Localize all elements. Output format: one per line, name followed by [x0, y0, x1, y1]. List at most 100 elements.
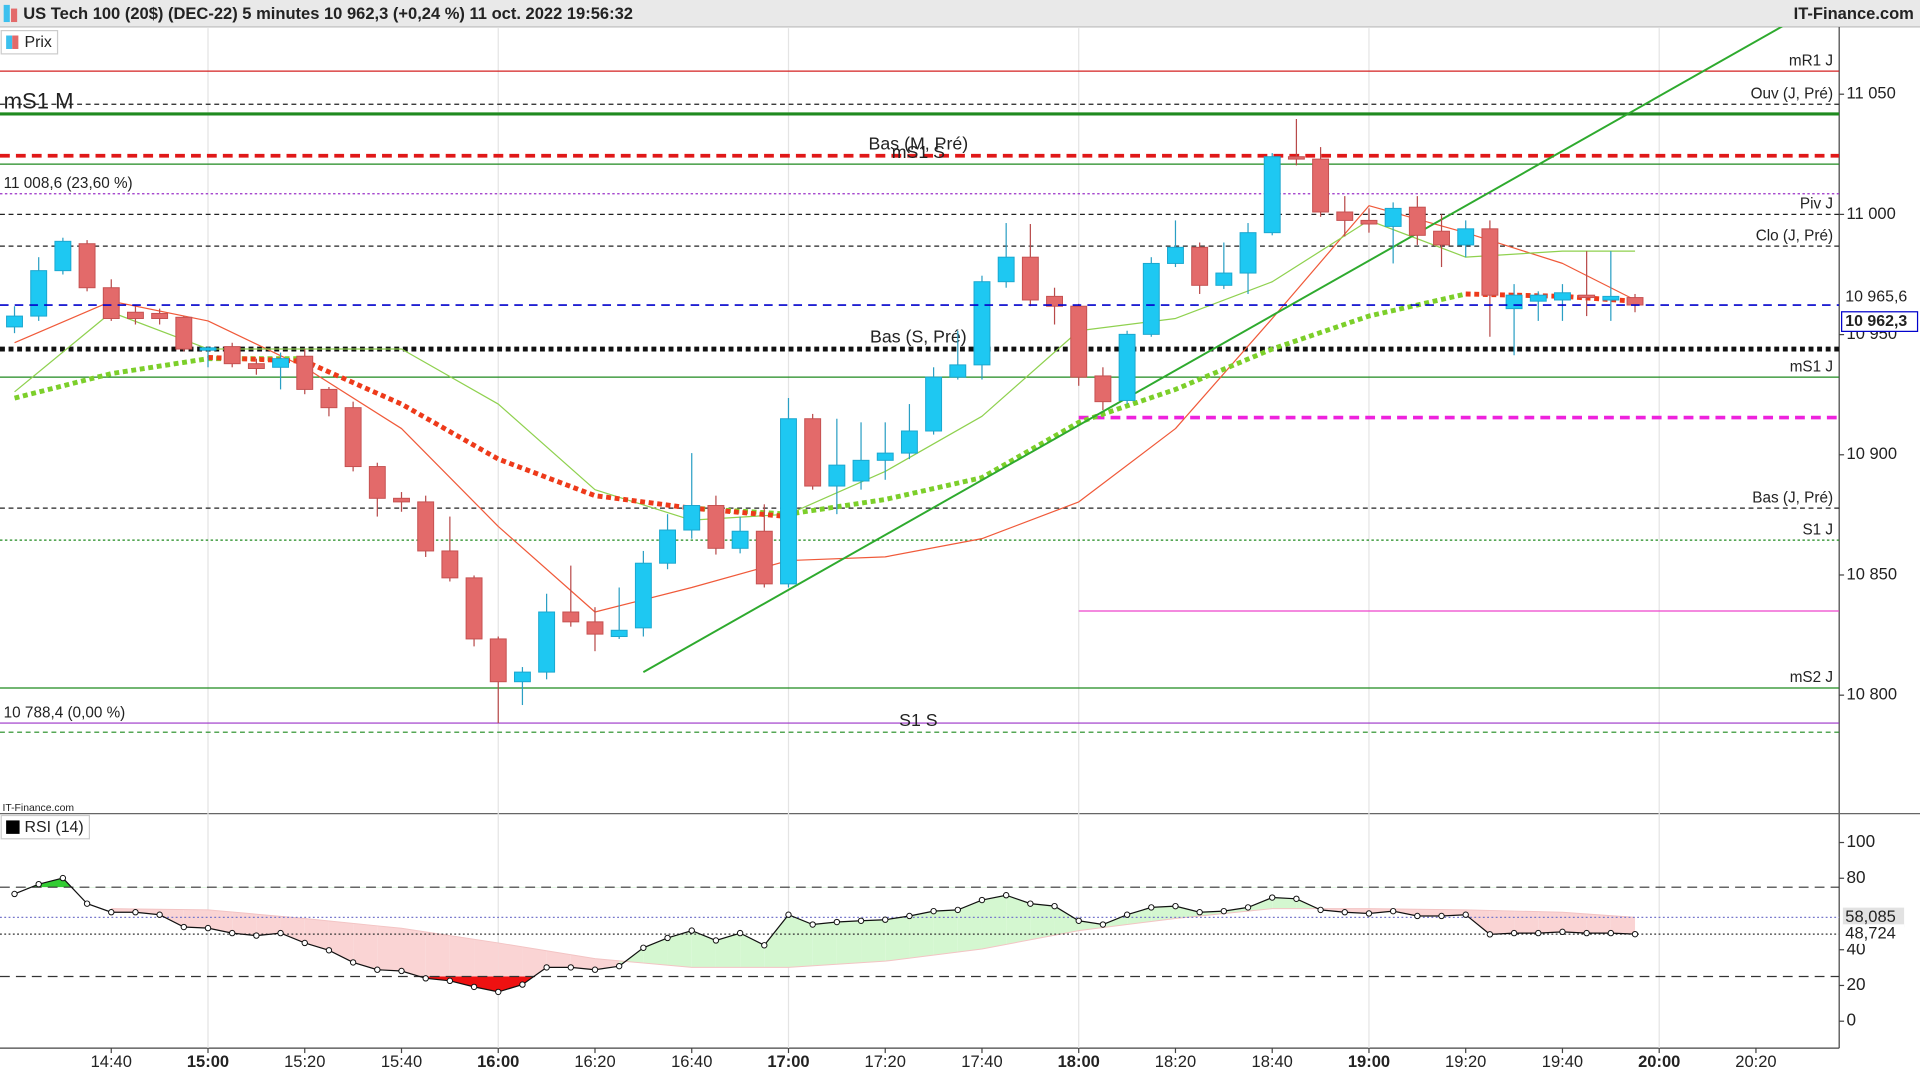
level-label: Bas (M, Pré)	[869, 133, 969, 153]
x-tick-label: 20:20	[1735, 1052, 1776, 1071]
rsi-point	[1220, 907, 1228, 915]
rsi-fill	[522, 946, 547, 985]
candle-body	[1433, 230, 1450, 246]
candle-body	[30, 270, 48, 317]
rsi-fill	[764, 914, 789, 968]
rsi-fill	[1610, 915, 1636, 935]
rsi-point	[446, 977, 454, 985]
candle-body	[1191, 246, 1209, 286]
candle-body	[78, 243, 96, 289]
rsi-point	[761, 942, 768, 949]
rsi-fill	[280, 916, 305, 943]
candle-body	[683, 505, 701, 531]
rsi-point	[1559, 928, 1566, 936]
rsi-point	[1123, 911, 1131, 918]
rsi-point	[325, 947, 333, 954]
candle-body	[1167, 246, 1184, 264]
candle-body	[151, 312, 169, 319]
rsi-point	[83, 900, 91, 907]
candle-body	[441, 550, 459, 579]
rsi-point	[35, 880, 42, 888]
rsi-point	[301, 939, 308, 947]
candle-body	[465, 577, 483, 640]
level-label: S1 J	[1802, 521, 1833, 538]
candle-body	[1554, 292, 1571, 301]
rsi-fill	[981, 895, 1007, 950]
candle-body	[489, 638, 507, 683]
x-tick-label: 18:40	[1252, 1052, 1293, 1071]
x-tick-label: 16:40	[671, 1052, 712, 1071]
candle-body	[562, 611, 580, 623]
rsi-point	[833, 918, 841, 926]
candle-body	[1312, 158, 1330, 213]
rsi-fill	[232, 912, 257, 936]
x-tick-label: 19:20	[1445, 1052, 1486, 1071]
candle-body	[1457, 228, 1475, 246]
rsi-fill	[1514, 911, 1539, 934]
candle-body	[1287, 156, 1305, 160]
candle-body	[900, 430, 918, 454]
x-tick-label: 19:00	[1348, 1052, 1390, 1071]
rsi-fill	[691, 930, 716, 968]
level-label: mS1 J	[1790, 358, 1833, 375]
candle-body	[586, 621, 604, 635]
rsi-point	[1099, 921, 1107, 928]
rsi-point	[470, 983, 478, 991]
price-label-box	[1841, 311, 1919, 332]
candle-body	[973, 281, 991, 366]
indicator-line	[14, 219, 1636, 521]
level-label: Bas (S, Pré)	[870, 327, 967, 347]
rsi-label: 58,085	[1845, 907, 1896, 926]
rsi-fill	[861, 919, 886, 963]
rsi-point	[712, 937, 720, 944]
rsi-fill	[1248, 897, 1273, 912]
x-tick-label: 18:00	[1058, 1052, 1100, 1071]
candle-body	[538, 611, 556, 673]
level-label: mS1 M	[4, 89, 74, 114]
candle-body	[247, 363, 265, 369]
candle-body	[102, 287, 120, 319]
candle-body	[368, 466, 386, 499]
rsi-fill	[643, 937, 668, 966]
rsi-fill	[1054, 906, 1079, 936]
legend-label: RSI (14)	[24, 819, 83, 836]
rsi-fill	[885, 915, 910, 962]
candle-body	[876, 452, 894, 461]
rsi-fill	[1030, 903, 1055, 940]
level-label: Bas (J, Pré)	[1752, 489, 1833, 506]
rsi-fill	[812, 922, 837, 966]
rsi-point	[1341, 909, 1348, 916]
level-label: S1 S	[899, 710, 938, 730]
chart-title: US Tech 100 (20$) (DEC-22) 5 minutes 10 …	[23, 4, 633, 23]
legend-icon	[6, 820, 20, 834]
y-tick-label: 10 900	[1847, 444, 1898, 463]
candle-body	[949, 364, 967, 378]
candle-body	[320, 388, 338, 409]
legend-box	[0, 814, 90, 840]
candle-body	[659, 529, 677, 564]
rsi-point	[349, 959, 357, 966]
header-bar	[0, 0, 1920, 27]
rsi-point	[640, 944, 647, 951]
candle-body	[296, 355, 314, 390]
candle-body	[272, 358, 290, 368]
rsi-point	[1172, 902, 1179, 910]
rsi-fill	[1175, 906, 1200, 919]
rsi-fill	[1417, 909, 1442, 916]
rsi-point	[882, 916, 889, 923]
rsi-point	[785, 911, 792, 918]
level-label: Ouv (J, Pré)	[1751, 86, 1833, 103]
rsi-point	[422, 975, 429, 982]
candle-body	[344, 407, 362, 468]
rsi-fill	[304, 918, 329, 951]
rsi-point	[1075, 917, 1082, 924]
header-icon	[3, 4, 10, 23]
price-label-box	[1841, 287, 1918, 307]
rsi-point	[1462, 911, 1469, 918]
rsi-fill	[1127, 907, 1152, 925]
rsi-point	[495, 988, 502, 996]
rsi-point	[1269, 894, 1276, 901]
rsi-fill	[1368, 908, 1394, 914]
y-tick-label: 0	[1847, 1010, 1857, 1030]
